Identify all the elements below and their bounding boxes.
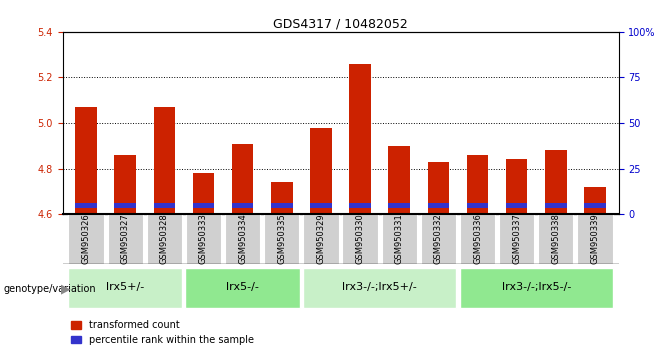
FancyBboxPatch shape — [147, 214, 182, 264]
FancyBboxPatch shape — [420, 214, 456, 264]
Text: GSM950328: GSM950328 — [160, 213, 169, 264]
Bar — [388, 146, 410, 214]
Bar — [584, 204, 606, 209]
Bar — [545, 150, 567, 214]
Text: GSM950339: GSM950339 — [590, 213, 599, 264]
Bar — [310, 204, 332, 209]
Text: lrx3-/-;lrx5+/-: lrx3-/-;lrx5+/- — [342, 282, 417, 292]
FancyBboxPatch shape — [264, 214, 299, 264]
FancyBboxPatch shape — [459, 268, 613, 308]
Bar — [506, 204, 528, 209]
FancyBboxPatch shape — [499, 214, 534, 264]
Legend: transformed count, percentile rank within the sample: transformed count, percentile rank withi… — [67, 316, 258, 349]
FancyBboxPatch shape — [303, 268, 457, 308]
Text: GSM950331: GSM950331 — [395, 213, 404, 264]
Bar — [75, 107, 97, 214]
Text: GSM950335: GSM950335 — [277, 213, 286, 264]
Bar — [506, 159, 528, 214]
Text: GSM950326: GSM950326 — [82, 213, 91, 264]
Bar — [467, 204, 488, 209]
Bar — [467, 155, 488, 214]
FancyBboxPatch shape — [225, 214, 261, 264]
Text: GSM950329: GSM950329 — [316, 213, 326, 264]
Bar — [193, 173, 215, 214]
Text: lrx5+/-: lrx5+/- — [106, 282, 144, 292]
Title: GDS4317 / 10482052: GDS4317 / 10482052 — [273, 18, 408, 31]
Bar — [349, 64, 371, 214]
Bar — [114, 204, 136, 209]
FancyBboxPatch shape — [303, 214, 339, 264]
Bar — [349, 204, 371, 209]
Text: GSM950332: GSM950332 — [434, 213, 443, 264]
Bar — [428, 204, 449, 209]
Bar — [153, 204, 175, 209]
Text: GSM950327: GSM950327 — [120, 213, 130, 264]
Bar — [193, 204, 215, 209]
Bar — [428, 162, 449, 214]
Bar — [75, 204, 97, 209]
Bar — [271, 204, 293, 209]
Text: ▶: ▶ — [61, 282, 70, 295]
Text: GSM950330: GSM950330 — [355, 213, 365, 264]
Bar — [232, 143, 253, 214]
Bar — [310, 127, 332, 214]
Bar — [232, 204, 253, 209]
Text: lrx3-/-;lrx5-/-: lrx3-/-;lrx5-/- — [501, 282, 571, 292]
FancyBboxPatch shape — [578, 214, 613, 264]
FancyBboxPatch shape — [186, 268, 300, 308]
Text: GSM950337: GSM950337 — [512, 213, 521, 264]
Bar — [114, 155, 136, 214]
Text: GSM950334: GSM950334 — [238, 213, 247, 264]
FancyBboxPatch shape — [107, 214, 143, 264]
Text: GSM950338: GSM950338 — [551, 213, 561, 264]
Text: GSM950336: GSM950336 — [473, 213, 482, 264]
FancyBboxPatch shape — [460, 214, 495, 264]
Text: genotype/variation: genotype/variation — [3, 284, 96, 293]
Bar — [584, 187, 606, 214]
Bar — [388, 204, 410, 209]
Bar — [545, 204, 567, 209]
FancyBboxPatch shape — [382, 214, 417, 264]
FancyBboxPatch shape — [186, 214, 221, 264]
Bar — [153, 107, 175, 214]
Text: lrx5-/-: lrx5-/- — [226, 282, 259, 292]
FancyBboxPatch shape — [68, 214, 103, 264]
Text: GSM950333: GSM950333 — [199, 213, 208, 264]
FancyBboxPatch shape — [538, 214, 574, 264]
FancyBboxPatch shape — [342, 214, 378, 264]
Bar — [271, 182, 293, 214]
FancyBboxPatch shape — [68, 268, 182, 308]
